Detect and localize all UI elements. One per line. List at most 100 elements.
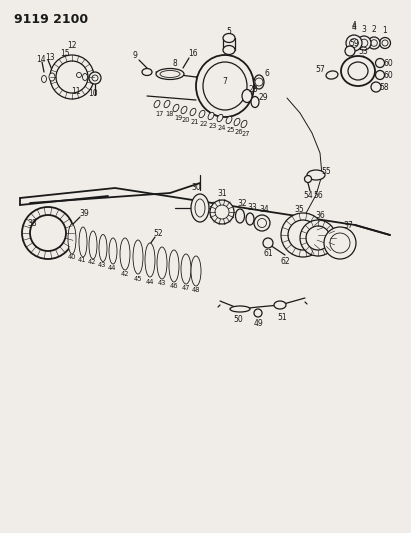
- Text: 44: 44: [146, 279, 154, 285]
- Text: 10: 10: [88, 88, 98, 98]
- Text: 28: 28: [248, 85, 258, 93]
- Ellipse shape: [190, 108, 196, 116]
- Text: 30: 30: [191, 183, 201, 192]
- Circle shape: [263, 238, 273, 248]
- Text: 36: 36: [315, 212, 325, 221]
- Text: 34: 34: [259, 205, 269, 214]
- Ellipse shape: [68, 224, 76, 254]
- Text: 42: 42: [88, 259, 96, 265]
- Text: 46: 46: [170, 283, 178, 289]
- Text: 58: 58: [379, 83, 389, 92]
- Ellipse shape: [156, 69, 184, 79]
- Circle shape: [22, 207, 74, 259]
- Text: 60: 60: [383, 70, 393, 79]
- Text: 1: 1: [383, 26, 388, 35]
- Circle shape: [376, 59, 385, 68]
- Ellipse shape: [341, 56, 375, 86]
- Text: 51: 51: [277, 312, 287, 321]
- Text: 29: 29: [258, 93, 268, 102]
- Circle shape: [50, 55, 94, 99]
- Circle shape: [346, 35, 362, 51]
- Text: 22: 22: [200, 121, 208, 127]
- Text: 15: 15: [60, 49, 70, 58]
- Circle shape: [254, 309, 262, 317]
- Circle shape: [357, 36, 371, 50]
- Ellipse shape: [164, 100, 170, 108]
- Ellipse shape: [203, 62, 247, 110]
- Ellipse shape: [173, 104, 179, 112]
- Circle shape: [258, 219, 266, 228]
- Text: 44: 44: [108, 265, 116, 271]
- Text: 12: 12: [67, 42, 77, 51]
- Text: 57: 57: [315, 64, 325, 74]
- Text: 48: 48: [192, 287, 200, 293]
- Text: 19: 19: [174, 115, 182, 121]
- Circle shape: [288, 220, 318, 250]
- Circle shape: [281, 213, 325, 257]
- Text: 13: 13: [45, 52, 55, 61]
- Text: 49: 49: [253, 319, 263, 328]
- Ellipse shape: [236, 209, 245, 223]
- Text: 9119 2100: 9119 2100: [14, 13, 88, 26]
- Circle shape: [254, 215, 270, 231]
- Ellipse shape: [274, 301, 286, 309]
- Ellipse shape: [254, 75, 264, 89]
- Text: 40: 40: [68, 254, 76, 260]
- Ellipse shape: [42, 76, 46, 83]
- Circle shape: [345, 46, 355, 56]
- Circle shape: [368, 37, 380, 49]
- Circle shape: [350, 38, 358, 47]
- Ellipse shape: [223, 45, 235, 54]
- Ellipse shape: [49, 73, 55, 81]
- Text: 60: 60: [383, 59, 393, 68]
- Circle shape: [306, 226, 330, 250]
- Text: 3: 3: [362, 25, 367, 34]
- Ellipse shape: [89, 231, 97, 259]
- Text: 9: 9: [133, 52, 137, 61]
- Ellipse shape: [181, 254, 191, 284]
- Text: 45: 45: [134, 276, 142, 282]
- Ellipse shape: [79, 227, 87, 257]
- Circle shape: [382, 40, 388, 46]
- Circle shape: [30, 215, 66, 251]
- Text: 16: 16: [188, 50, 198, 59]
- Text: 59: 59: [349, 38, 359, 47]
- Text: 2: 2: [372, 26, 376, 35]
- Ellipse shape: [242, 90, 252, 102]
- Ellipse shape: [307, 170, 325, 180]
- Ellipse shape: [133, 240, 143, 274]
- Text: 62: 62: [280, 256, 290, 265]
- Text: 43: 43: [98, 262, 106, 268]
- Text: 8: 8: [173, 60, 178, 69]
- Ellipse shape: [217, 114, 223, 122]
- Circle shape: [379, 37, 390, 49]
- Text: 43: 43: [158, 280, 166, 286]
- Circle shape: [330, 233, 350, 253]
- Circle shape: [56, 61, 88, 93]
- Circle shape: [255, 78, 263, 86]
- Text: 35: 35: [294, 205, 304, 214]
- Text: 33: 33: [247, 203, 257, 212]
- Ellipse shape: [196, 55, 254, 117]
- Ellipse shape: [142, 69, 152, 76]
- Ellipse shape: [208, 112, 214, 120]
- Text: 39: 39: [79, 209, 89, 219]
- Ellipse shape: [226, 116, 232, 124]
- Ellipse shape: [246, 213, 254, 225]
- Text: 11: 11: [71, 86, 81, 95]
- Circle shape: [300, 220, 336, 256]
- Ellipse shape: [195, 199, 205, 217]
- Text: 20: 20: [182, 117, 190, 123]
- Text: 53: 53: [358, 46, 368, 55]
- Circle shape: [324, 227, 356, 259]
- Ellipse shape: [109, 238, 117, 264]
- Ellipse shape: [230, 306, 250, 312]
- Text: 6: 6: [265, 69, 270, 78]
- Ellipse shape: [169, 250, 179, 282]
- Circle shape: [305, 175, 312, 182]
- Text: 52: 52: [153, 229, 163, 238]
- Text: 17: 17: [155, 111, 163, 117]
- Ellipse shape: [120, 238, 130, 270]
- Ellipse shape: [145, 243, 155, 277]
- Text: 50: 50: [233, 316, 243, 325]
